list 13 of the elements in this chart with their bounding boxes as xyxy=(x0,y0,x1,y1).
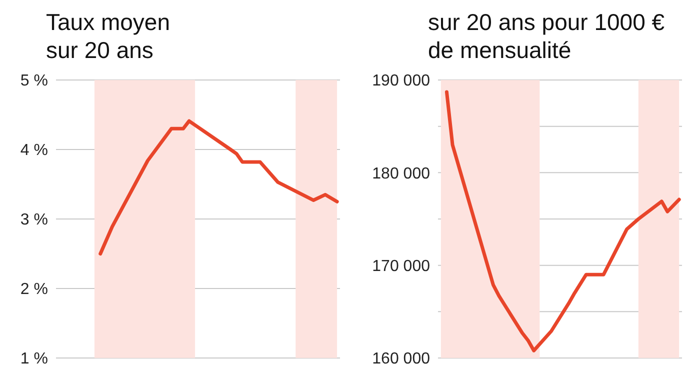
line-series xyxy=(444,90,681,352)
y-tick-label: 170 000 xyxy=(372,258,430,276)
y-tick-label: 160 000 xyxy=(372,350,430,368)
chart-title: Taux moyen sur 20 ans xyxy=(46,8,172,65)
y-tick-label: 5 % xyxy=(20,72,48,90)
chart-title: sur 20 ans pour 1000 € de mensualité xyxy=(428,8,666,65)
y-tick-label: 3 % xyxy=(20,212,48,229)
y-tick-label: 180 000 xyxy=(372,165,430,182)
line-series xyxy=(98,119,339,256)
y-tick-label: 1 % xyxy=(20,350,48,368)
y-tick-label: 2 % xyxy=(20,281,48,298)
y-tick-label: 190 000 xyxy=(372,72,430,90)
y-tick-label: 4 % xyxy=(20,142,48,160)
